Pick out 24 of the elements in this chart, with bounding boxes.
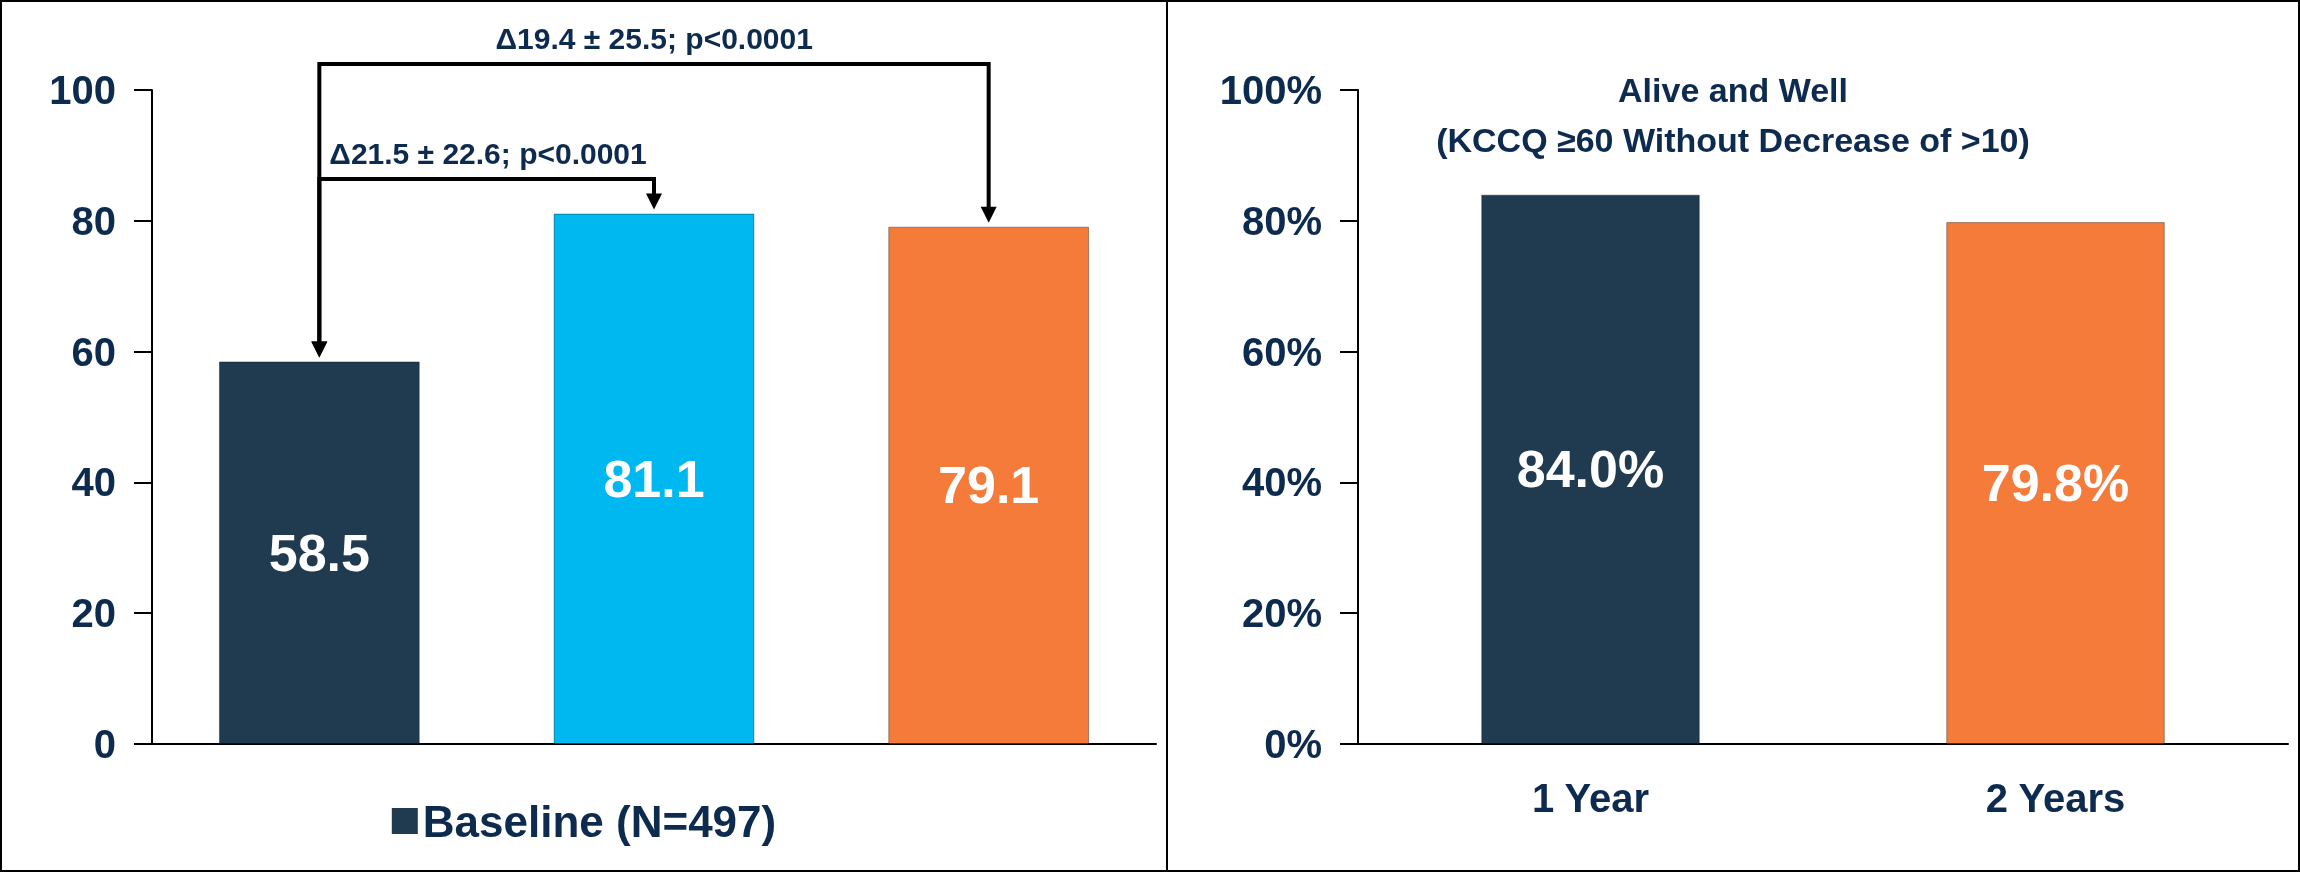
x-tick-label: 2 Years <box>1985 776 2126 820</box>
y-tick-label: 100% <box>1219 68 1322 112</box>
y-tick-label: 60 <box>71 329 116 374</box>
data-label: 79.1 <box>938 456 1040 515</box>
y-tick-label: 0 <box>93 722 116 766</box>
chart-title: Alive and Well <box>1618 71 1848 109</box>
data-label: 81.1 <box>603 449 705 508</box>
y-tick-label: 0% <box>1264 722 1322 766</box>
y-tick-label: 60% <box>1241 329 1322 374</box>
y-tick-label: 100 <box>49 68 116 112</box>
y-tick-label: 40% <box>1241 460 1322 505</box>
legend-label: Baseline (N=497) <box>422 796 777 846</box>
data-label: 79.8% <box>1981 454 2130 513</box>
y-tick-label: 80 <box>71 198 116 243</box>
annotation: Δ21.5 ± 22.6; p<0.0001 <box>329 137 647 171</box>
text: Δ19.4 ± 25.5; p<0.0001 <box>495 22 813 56</box>
y-tick-label: 80% <box>1241 198 1322 243</box>
text: (KCCQ ≥60 Without Decrease of >10) <box>1436 121 2030 159</box>
x-tick-label: 1 Year <box>1531 776 1650 820</box>
y-tick-label: 20 <box>71 591 116 636</box>
data-label: 58.5 <box>268 523 370 582</box>
y-tick-label: 40 <box>71 460 116 505</box>
data-label: 84.0% <box>1516 440 1665 499</box>
y-tick-label: 20% <box>1241 591 1322 636</box>
